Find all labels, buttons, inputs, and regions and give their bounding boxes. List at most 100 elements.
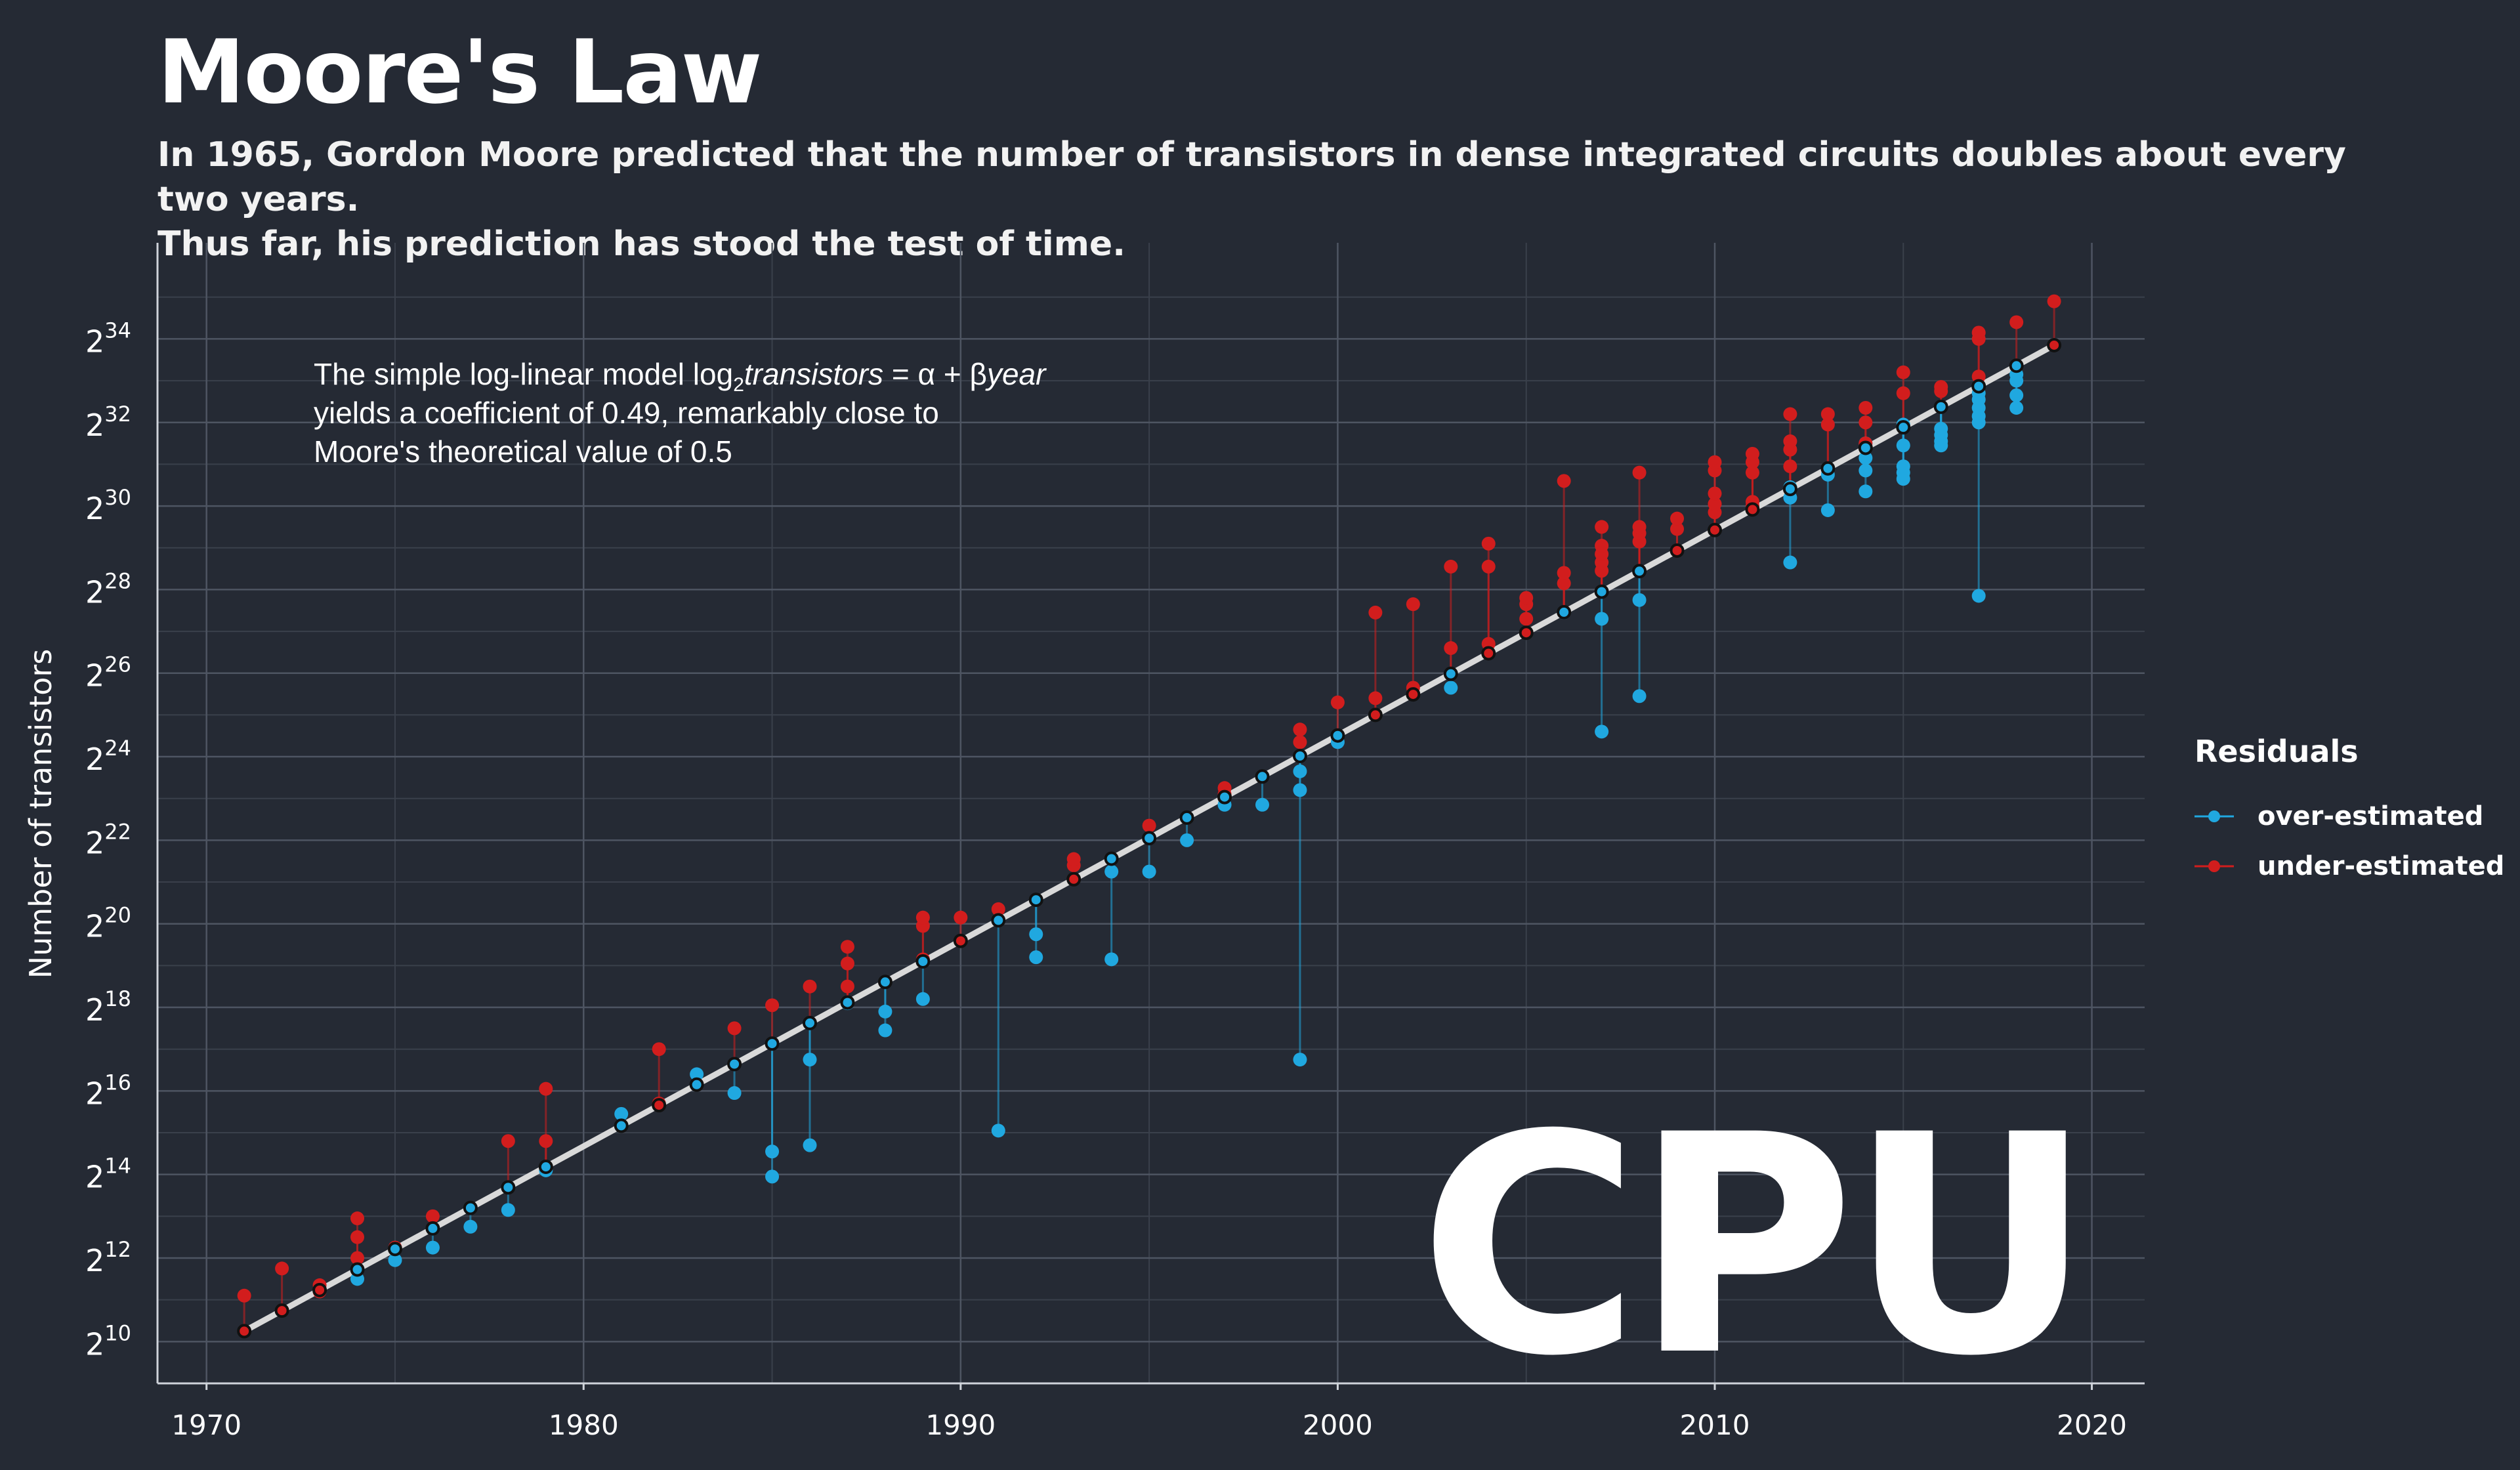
data-point: [1180, 833, 1194, 847]
legend-item-over[interactable]: over-estimated: [2194, 791, 2504, 841]
legend-item-under[interactable]: under-estimated: [2194, 841, 2504, 891]
fitted-point: [803, 1015, 818, 1030]
data-point: [1444, 641, 1458, 656]
data-point: [1858, 463, 1873, 478]
fitted-point: [953, 933, 968, 948]
data-point: [1557, 576, 1571, 591]
data-point: [765, 1169, 780, 1184]
data-point: [1632, 593, 1647, 607]
fitted-point: [1896, 420, 1911, 435]
data-point: [1858, 400, 1873, 415]
data-point: [765, 998, 780, 1013]
data-point: [1896, 386, 1910, 400]
plot-axes: [156, 243, 2145, 1390]
y-tick-label: 212: [85, 1237, 131, 1278]
annotation-text: The simple log-linear model log: [314, 357, 734, 391]
data-point: [840, 979, 854, 994]
data-point: [350, 1251, 365, 1265]
data-point: [1444, 681, 1458, 695]
annotation-line-1: The simple log-linear model log2transist…: [314, 355, 1193, 396]
annotation-subscript: 2: [733, 374, 744, 396]
data-point: [878, 1004, 892, 1018]
annotation-text: = α + β: [883, 357, 987, 391]
fitted-point: [727, 1057, 742, 1072]
cpu-watermark: CPU: [1418, 1071, 2093, 1422]
fitted-point: [1142, 831, 1157, 846]
y-tick-label: 224: [85, 736, 131, 777]
data-point: [915, 992, 930, 1006]
legend-label-under: under-estimated: [2258, 851, 2505, 881]
data-point: [1896, 459, 1910, 474]
data-point: [1934, 380, 1948, 394]
fitted-point: [1217, 789, 1232, 805]
x-tick-label: 1990: [925, 1409, 996, 1441]
data-point: [388, 1253, 402, 1267]
chart-title: Moore's Law: [158, 21, 762, 123]
fitted-point: [915, 954, 931, 969]
data-point: [1293, 764, 1307, 778]
y-tick-label: 216: [85, 1070, 131, 1111]
major-gridlines: [158, 243, 2145, 1383]
fitted-point: [1330, 728, 1345, 743]
fitted-point: [1745, 502, 1760, 517]
subtitle-line-2: Thus far, his prediction has stood the t…: [158, 224, 1125, 264]
data-point: [1293, 735, 1307, 749]
y-tick-label: 214: [85, 1154, 131, 1195]
fitted-point: [463, 1200, 478, 1215]
data-point: [1595, 724, 1609, 739]
data-point: [1708, 455, 1722, 469]
y-tick-label: 218: [85, 986, 131, 1028]
data-point: [501, 1203, 515, 1217]
annotation-variable: year: [986, 357, 1046, 391]
data-point: [1255, 797, 1269, 812]
data-point: [1708, 497, 1722, 511]
data-points: [237, 294, 2062, 1339]
data-point: [539, 1082, 553, 1096]
fitted-point: [1632, 564, 1647, 579]
data-point: [1708, 486, 1722, 501]
data-point: [1670, 511, 1685, 526]
data-point: [1293, 723, 1307, 737]
data-point: [1406, 597, 1420, 612]
data-point: [425, 1209, 440, 1223]
data-point: [1745, 465, 1759, 480]
data-point: [840, 940, 854, 954]
data-point: [1368, 605, 1383, 620]
x-tick-label: 2000: [1303, 1409, 1373, 1441]
data-point: [1444, 559, 1458, 574]
data-point: [803, 1138, 817, 1152]
data-point: [991, 902, 1005, 916]
data-point: [1783, 555, 1797, 570]
data-point: [1858, 484, 1873, 499]
data-point: [840, 956, 854, 971]
y-axis-label: Number of transistors: [23, 648, 58, 979]
data-point: [1557, 474, 1571, 488]
fitted-point: [1406, 687, 1421, 702]
x-tick-label: 1980: [549, 1409, 619, 1441]
fitted-point: [1820, 461, 1836, 476]
data-point: [803, 1053, 817, 1067]
fitted-point: [1670, 543, 1685, 558]
data-point: [1595, 520, 1609, 534]
data-point: [1481, 559, 1496, 574]
data-point: [2009, 315, 2024, 329]
fitted-point: [237, 1324, 252, 1339]
legend-label-over: over-estimated: [2258, 801, 2484, 831]
data-point: [1293, 1053, 1307, 1067]
data-point: [1142, 864, 1156, 879]
y-tick-label: 228: [85, 568, 131, 610]
data-point: [1971, 589, 1986, 603]
data-point: [2047, 294, 2061, 308]
data-point: [1519, 612, 1534, 626]
legend-key-over-icon: [2194, 810, 2234, 822]
data-point: [1745, 446, 1759, 461]
data-point: [237, 1288, 251, 1303]
annotation-line-3: Moore's theoretical value of 0.5: [314, 434, 732, 469]
data-point: [1066, 852, 1081, 866]
fitted-point: [1255, 769, 1270, 784]
fitted-point: [1066, 872, 1082, 887]
data-point: [1820, 407, 1835, 421]
data-point: [1858, 451, 1873, 465]
fitted-point: [274, 1303, 289, 1318]
